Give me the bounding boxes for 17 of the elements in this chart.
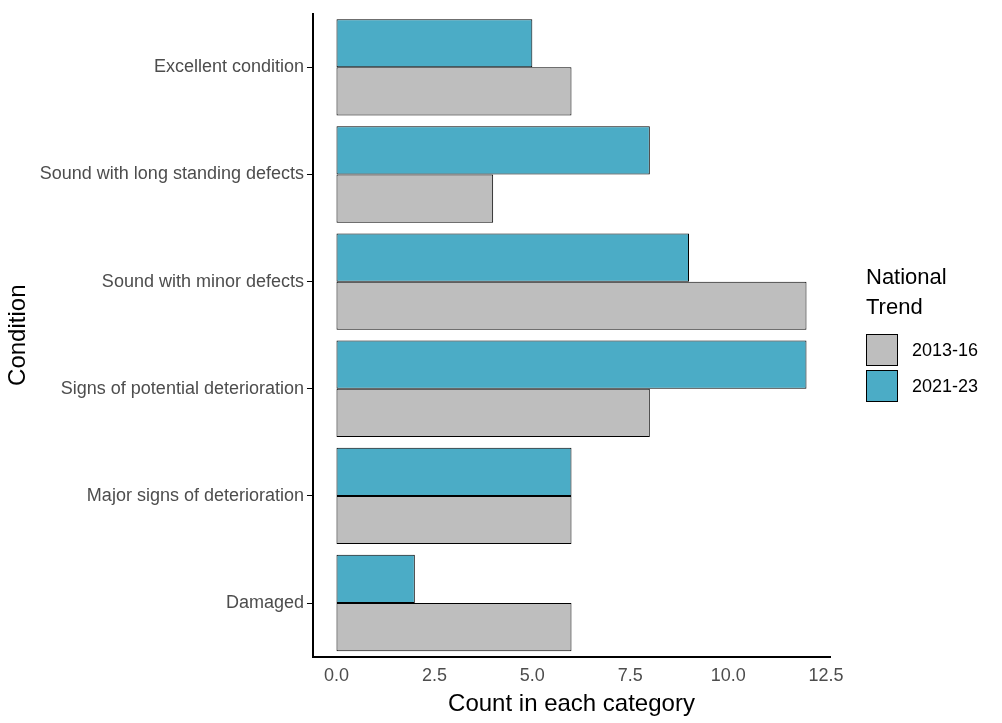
legend-title: National Trend — [866, 263, 948, 321]
x-tick-label: 12.5 — [808, 665, 844, 686]
y-tick-label: Excellent condition — [153, 56, 304, 77]
x-tick-label: 7.5 — [617, 665, 643, 686]
x-axis-title: Count in each category — [448, 689, 695, 717]
legend-label: 2021-23 — [912, 375, 979, 397]
y-tick-label: Sound with minor defects — [101, 270, 304, 291]
x-tick-label: 0.0 — [323, 665, 349, 686]
x-tick-label: 2.5 — [421, 665, 447, 686]
y-tick-label: Signs of potential deterioration — [60, 377, 304, 398]
x-tick-label: 10.0 — [710, 665, 746, 686]
y-axis-title: Condition — [3, 284, 31, 386]
y-tick-label: Damaged — [225, 592, 304, 612]
x-tick-label: 5.0 — [519, 665, 545, 686]
y-tick-label: Sound with long standing defects — [39, 163, 304, 184]
legend-label: 2013-16 — [912, 339, 979, 361]
y-tick-label: Major signs of deterioration — [86, 484, 304, 505]
